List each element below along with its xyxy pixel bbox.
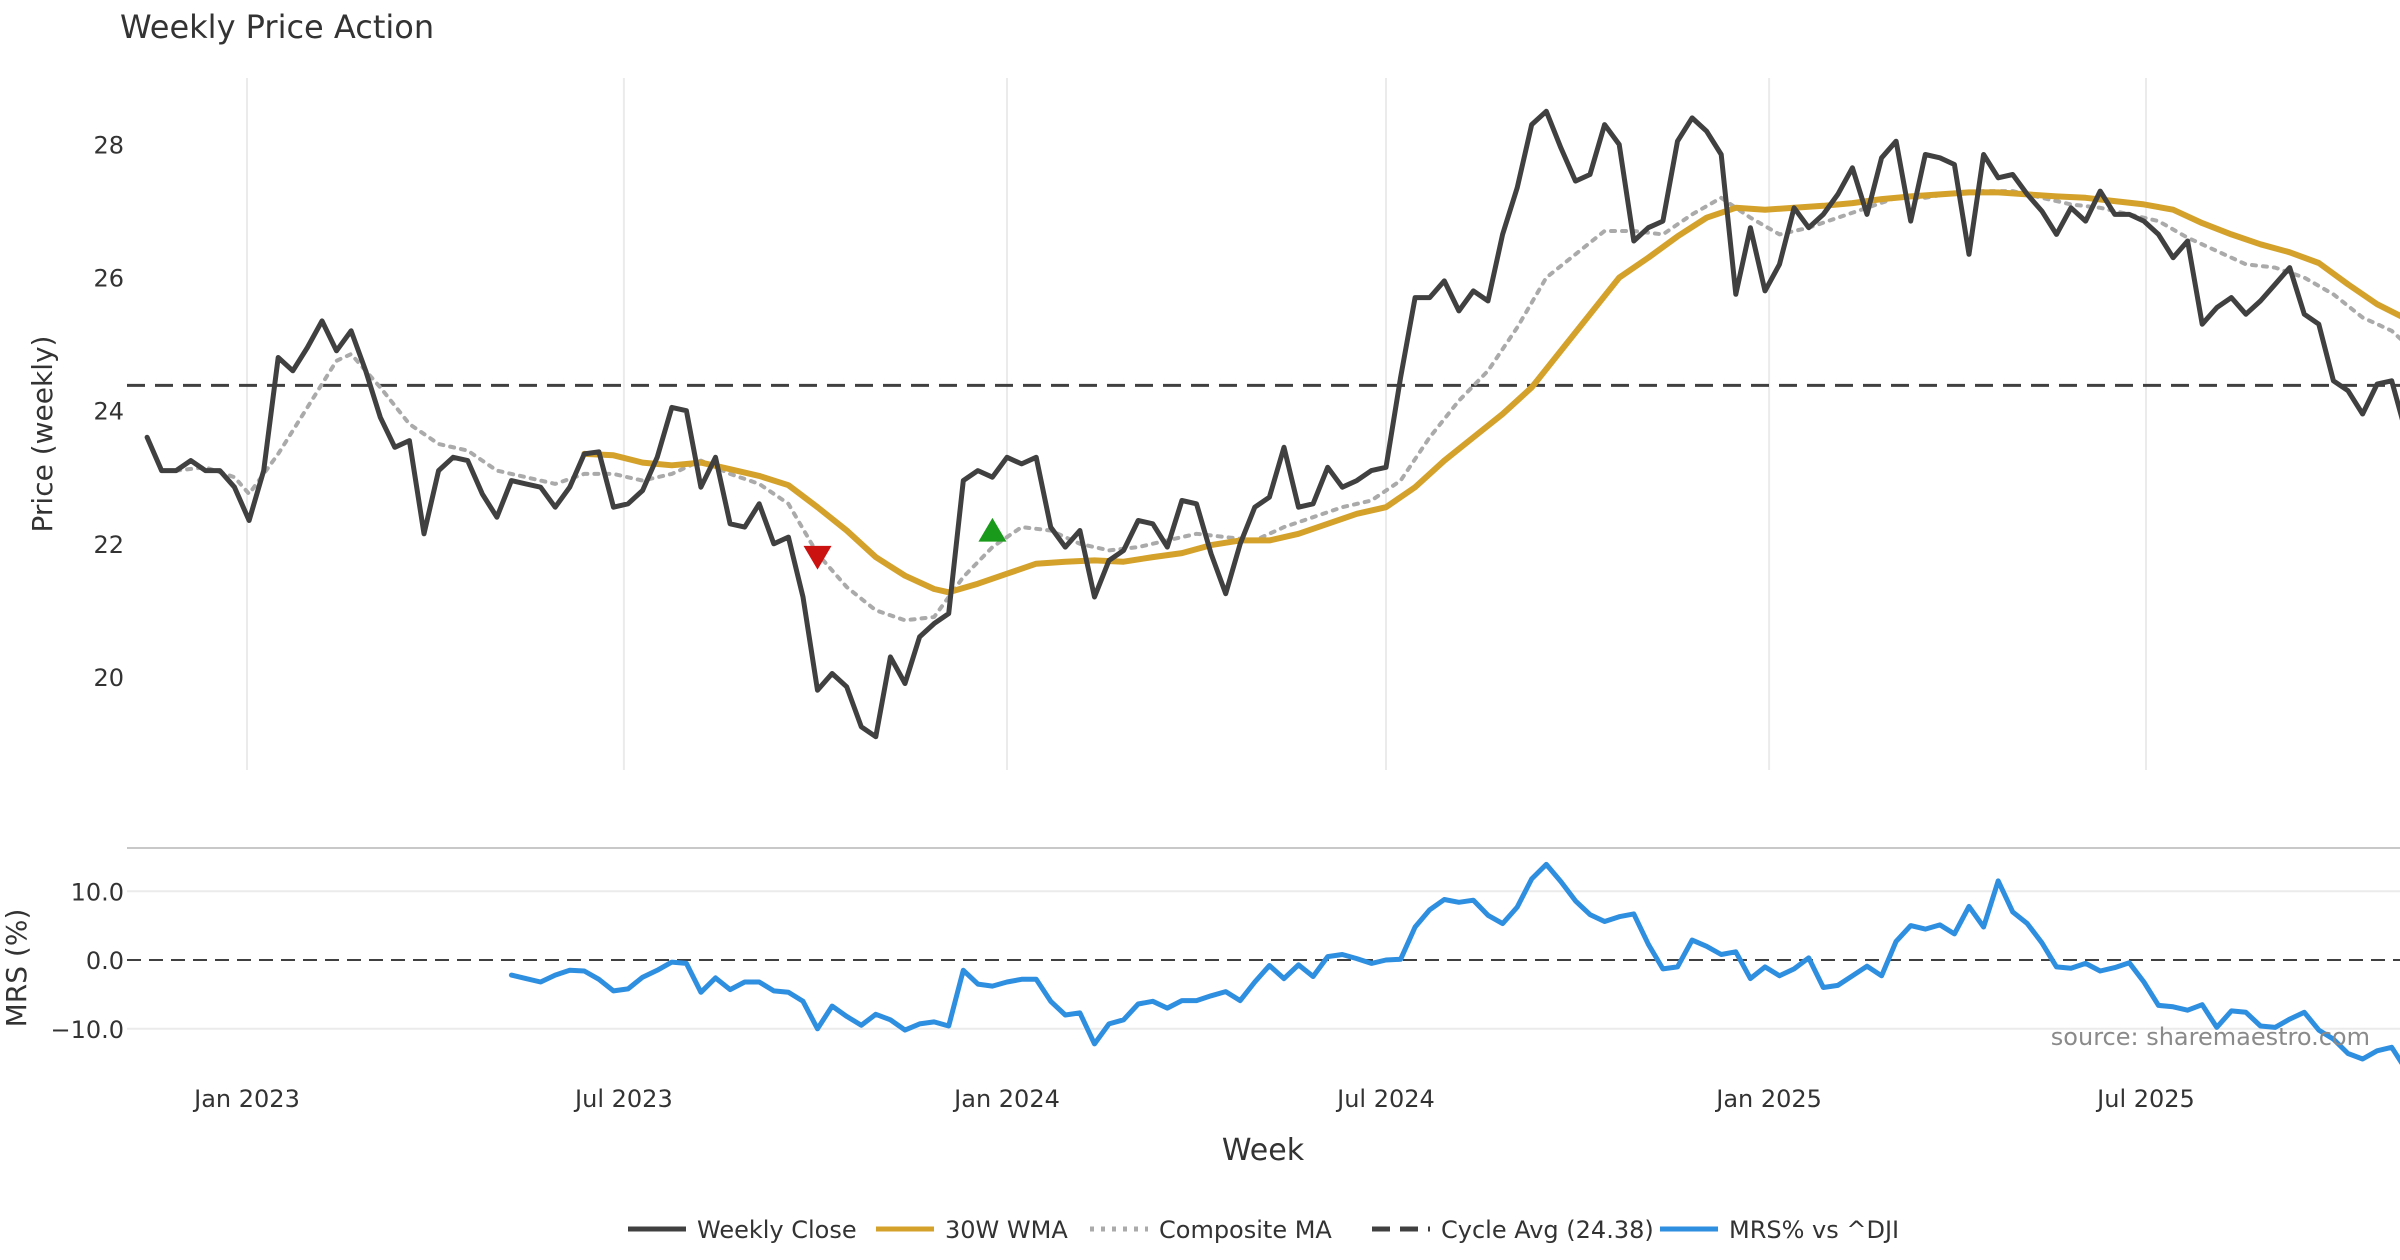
mrs-series [508, 861, 2400, 1065]
buy-signal-marker [978, 517, 1007, 542]
x-tick-label: Jul 2025 [2095, 1085, 2195, 1113]
price-y-ticks: 20 22 24 26 28 [93, 132, 124, 692]
weekly-close-line [144, 108, 2400, 740]
price-y-tick-label: 24 [93, 398, 124, 426]
price-y-axis-label: Price (weekly) [26, 336, 59, 533]
mrs-panel: 10.0 0.0 −10.0 MRS (%) source: sharemaestr… [0, 847, 2400, 1065]
x-axis-ticks: Jan 2023 Jul 2023 Jan 2024 Jul 2024 Jan 2025… [192, 1085, 2195, 1113]
x-axis-label: Week [1222, 1133, 1305, 1168]
mrs-y-axis-label: MRS (%) [0, 909, 33, 1028]
signal-markers [803, 517, 1007, 570]
mrs-gridlines [127, 890, 2400, 1030]
wma-line [581, 189, 2400, 596]
composite-ma-line [174, 189, 2400, 623]
price-y-tick-label: 20 [93, 664, 124, 692]
mrs-line [508, 861, 2400, 1065]
price-series [144, 108, 2400, 740]
mrs-y-tick-label: −10.0 [50, 1016, 124, 1044]
price-y-tick-label: 28 [93, 132, 124, 160]
legend-label: MRS% vs ^DJI [1729, 1216, 1899, 1244]
legend: Weekly Close 30W WMA Composite MA Cycle Avg… [628, 1216, 1899, 1244]
x-tick-label: Jan 2024 [952, 1085, 1060, 1113]
x-tick-label: Jan 2025 [1714, 1085, 1822, 1113]
chart-title: Weekly Price Action [120, 8, 434, 46]
price-gridlines [246, 78, 2147, 770]
legend-label: Cycle Avg (24.38) [1441, 1216, 1654, 1244]
price-panel: 20 22 24 26 28 Price (weekly) [26, 78, 2400, 770]
x-tick-label: Jul 2024 [1335, 1085, 1435, 1113]
price-y-tick-label: 22 [93, 531, 124, 559]
legend-label: Composite MA [1159, 1216, 1332, 1244]
price-y-tick-label: 26 [93, 265, 124, 293]
mrs-y-ticks: 10.0 0.0 −10.0 [50, 878, 124, 1044]
mrs-y-tick-label: 0.0 [86, 947, 124, 975]
mrs-y-tick-label: 10.0 [71, 878, 124, 906]
sell-signal-marker [803, 545, 832, 570]
legend-label: 30W WMA [945, 1216, 1068, 1244]
x-tick-label: Jul 2023 [573, 1085, 673, 1113]
legend-label: Weekly Close [697, 1216, 857, 1244]
x-tick-label: Jan 2023 [192, 1085, 300, 1113]
source-annotation: source: sharemaestro.com [2051, 1023, 2370, 1051]
